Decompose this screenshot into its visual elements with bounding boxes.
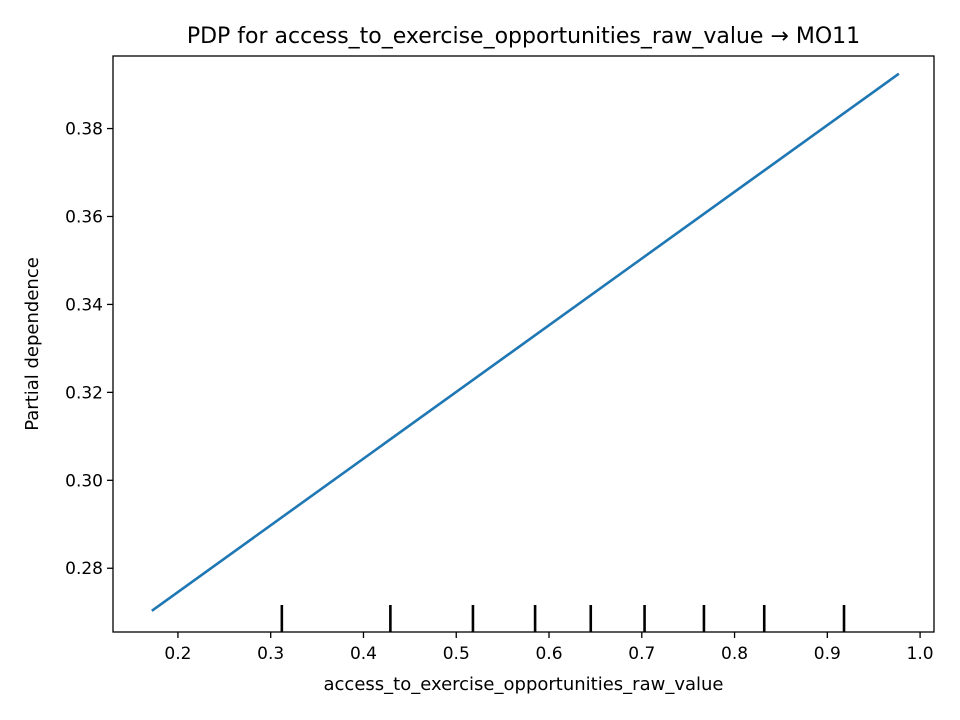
y-tick-label: 0.36 [65,207,103,227]
plot-frame [112,55,935,633]
x-tick-label: 1.0 [907,644,934,664]
x-tick-label: 0.6 [535,644,562,664]
x-tick-label: 0.5 [443,644,470,664]
x-axis: 0.2 0.3 0.4 0.5 0.6 0.7 0.8 0.9 1.0 [164,632,934,664]
x-tick-label: 0.4 [350,644,377,664]
x-axis-label: access_to_exercise_opportunities_raw_val… [324,674,724,695]
y-tick-label: 0.28 [65,559,103,579]
plot-area [151,72,900,632]
pdp-line [151,72,900,612]
x-tick-label: 0.9 [814,644,841,664]
y-tick-label: 0.30 [65,471,103,491]
y-tick-label: 0.32 [65,383,103,403]
chart-title: PDP for access_to_exercise_opportunities… [187,24,860,49]
x-tick-label: 0.7 [628,644,655,664]
x-tick-label: 0.3 [257,644,284,664]
x-tick-label: 0.8 [721,644,748,664]
y-tick-label: 0.38 [65,120,103,140]
y-axis: 0.28 0.30 0.32 0.34 0.36 0.38 [65,120,113,579]
y-axis-label: Partial dependence [22,257,43,431]
y-tick-label: 0.34 [65,295,103,315]
x-tick-label: 0.2 [164,644,191,664]
